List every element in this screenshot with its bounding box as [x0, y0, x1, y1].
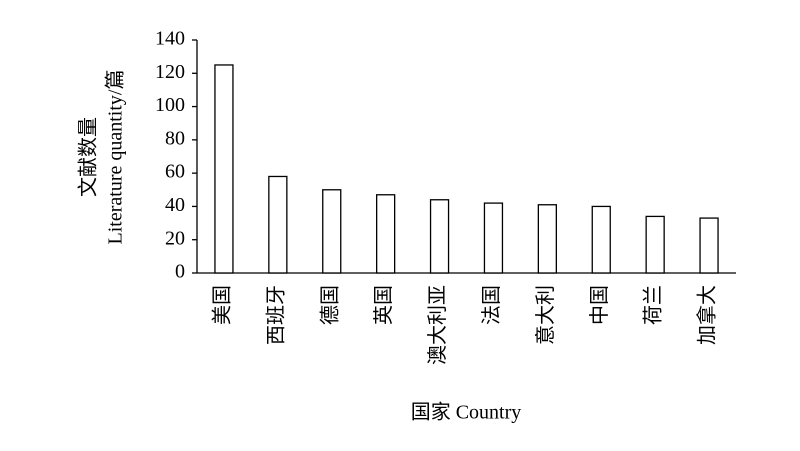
y-tick-label: 140	[155, 28, 185, 50]
x-tick-label: 美国	[211, 285, 234, 325]
bar	[429, 199, 450, 274]
bar	[268, 175, 288, 274]
x-tick-label: 德国	[318, 285, 341, 325]
x-tick-label: 意大利	[534, 285, 557, 345]
y-tick-label: 20	[165, 227, 185, 249]
x-tick-label: 澳大利亚	[426, 285, 449, 365]
x-tick-label: 加拿大	[695, 285, 719, 345]
y-tick-label: 60	[165, 161, 185, 183]
x-tick-label: 英国	[372, 285, 395, 325]
y-tick-label: 80	[165, 127, 185, 149]
y-tick-label: 40	[165, 194, 185, 216]
bar	[645, 215, 665, 274]
x-tick-label: 西班牙	[264, 285, 287, 345]
y-tick-label: 0	[175, 261, 185, 283]
bar	[537, 204, 557, 274]
x-axis-label: 国家 Country	[411, 401, 522, 424]
bar	[322, 189, 342, 274]
bar	[699, 217, 719, 274]
x-tick-label: 法国	[480, 285, 503, 325]
bar	[591, 205, 611, 274]
x-tick-label: 荷兰	[642, 285, 665, 325]
bar	[483, 202, 504, 274]
y-axis-label: 文献数量	[77, 117, 100, 197]
x-tick-label: 中国	[588, 285, 611, 325]
bar	[375, 194, 396, 274]
y-tick-label: 100	[155, 94, 185, 116]
y-tick-label: 120	[155, 61, 185, 83]
y-axis-label: Literature quantity/篇	[104, 70, 127, 245]
bar	[214, 64, 234, 274]
